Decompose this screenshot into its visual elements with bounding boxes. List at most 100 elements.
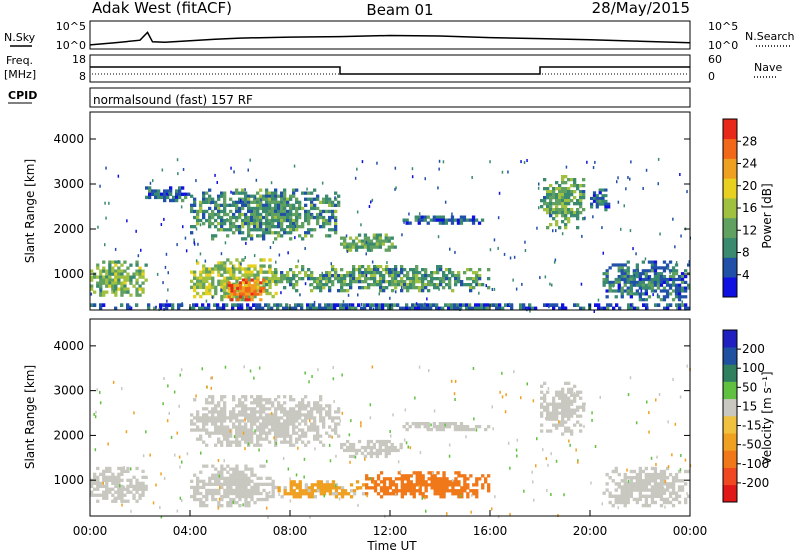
range-cell — [93, 275, 97, 279]
range-cell — [120, 281, 124, 285]
range-cell — [144, 475, 148, 479]
range-cell — [249, 158, 251, 162]
range-cell — [193, 197, 197, 201]
range-cell — [352, 489, 357, 493]
range-cell — [93, 303, 97, 307]
range-cell — [526, 159, 528, 162]
range-cell — [226, 464, 230, 468]
range-cell — [424, 480, 428, 484]
range-cell — [202, 482, 206, 486]
range-cell — [472, 492, 476, 496]
range-cell — [202, 279, 206, 283]
range-cell — [492, 303, 496, 307]
range-cell — [226, 440, 230, 444]
range-cell — [175, 192, 179, 196]
range-cell — [328, 209, 332, 214]
range-cell — [181, 186, 185, 190]
range-cell — [363, 454, 368, 459]
range-cell — [217, 228, 221, 232]
range-cell — [256, 273, 260, 277]
range-cell — [322, 419, 326, 423]
range-cell — [348, 245, 353, 249]
range-cell — [662, 486, 665, 490]
range-cell — [567, 381, 571, 385]
range-cell — [454, 483, 458, 487]
range-cell — [469, 289, 473, 293]
range-cell — [295, 225, 299, 229]
range-cell — [465, 303, 469, 307]
range-cell — [627, 176, 629, 179]
range-cell — [325, 283, 329, 287]
range-cell — [271, 479, 275, 483]
range-cell — [442, 480, 446, 484]
range-cell — [298, 410, 302, 414]
range-cell — [399, 445, 403, 450]
range-cell — [241, 431, 245, 435]
range-cell — [309, 303, 313, 307]
range-cell — [453, 425, 458, 429]
range-cell — [214, 443, 218, 447]
range-cell — [671, 491, 676, 495]
range-cell — [590, 202, 594, 206]
range-cell — [229, 413, 233, 417]
range-cell — [677, 295, 682, 299]
colorbar-tick-label: 28 — [742, 134, 757, 148]
range-cell — [99, 269, 103, 273]
range-cell — [441, 427, 445, 432]
range-cell — [421, 280, 425, 284]
range-cell — [454, 283, 458, 287]
range-cell — [256, 215, 260, 220]
range-cell — [286, 492, 290, 496]
range-cell — [450, 215, 455, 219]
range-cell — [356, 210, 359, 214]
range-cell — [114, 499, 118, 503]
range-cell — [439, 495, 443, 499]
range-cell — [199, 479, 203, 483]
range-cell — [219, 306, 223, 311]
range-cell — [635, 485, 639, 489]
range-cell — [391, 480, 396, 484]
range-cell — [462, 427, 467, 432]
range-cell — [316, 483, 320, 487]
colorbar-swatch — [723, 433, 737, 451]
range-cell — [217, 404, 221, 408]
range-cell — [686, 492, 688, 496]
range-cell — [666, 303, 670, 307]
range-cell — [433, 489, 437, 493]
range-cell — [677, 292, 682, 296]
range-cell — [626, 289, 630, 293]
range-cell — [277, 401, 281, 405]
range-cell — [348, 248, 353, 252]
range-cell — [406, 271, 410, 275]
range-cell — [552, 303, 556, 307]
range-cell — [259, 443, 263, 447]
range-cell — [190, 479, 194, 483]
range-cell — [671, 482, 676, 486]
range-cell — [232, 440, 236, 444]
range-cell — [235, 437, 239, 441]
range-cell — [259, 422, 263, 426]
range-cell — [304, 191, 308, 195]
range-cell — [283, 200, 287, 204]
range-cell — [343, 489, 348, 493]
range-cell — [102, 496, 106, 500]
range-cell — [114, 260, 118, 264]
range-cell — [280, 407, 284, 411]
range-cell — [561, 232, 564, 236]
range-cell — [540, 396, 544, 400]
scatter-region — [190, 464, 278, 508]
range-cell — [538, 206, 540, 210]
range-cell — [313, 300, 316, 304]
range-cell — [247, 413, 251, 417]
range-cell — [298, 480, 302, 484]
range-cell — [647, 476, 652, 480]
range-cell — [102, 484, 106, 488]
range-cell — [632, 272, 636, 276]
range-cell — [196, 222, 200, 226]
range-cell — [433, 492, 437, 496]
range-cell — [531, 470, 533, 474]
range-cell — [226, 491, 230, 496]
range-cell — [205, 504, 209, 508]
range-cell — [208, 282, 212, 287]
range-cell — [408, 212, 410, 216]
